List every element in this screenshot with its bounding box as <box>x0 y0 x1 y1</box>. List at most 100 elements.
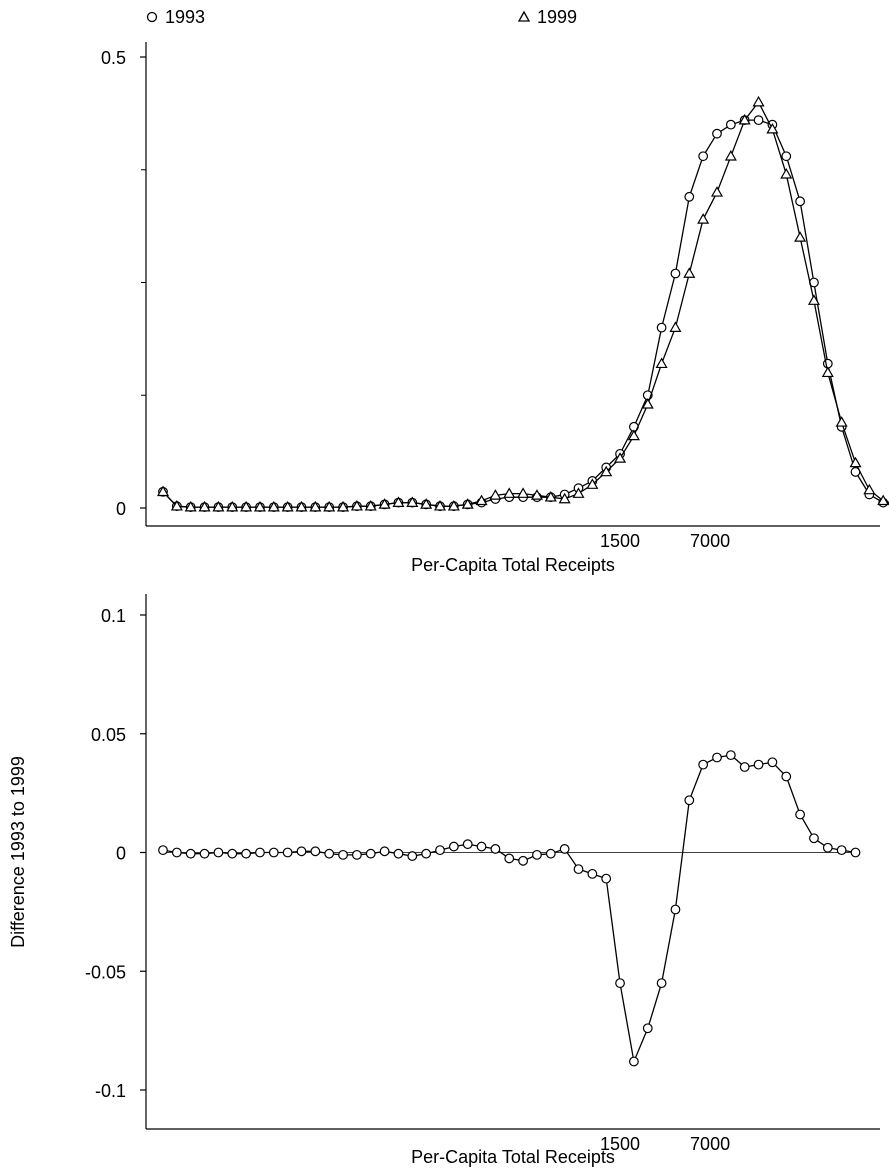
density-series-1993-line <box>162 119 889 508</box>
difference-series-difference-point <box>767 757 778 768</box>
difference-series-difference-point <box>352 849 362 860</box>
difference-series-difference-point <box>518 855 528 866</box>
difference-series-difference-point <box>255 847 265 858</box>
difference-series-difference-point <box>158 845 168 856</box>
density-series-1999-point <box>530 489 543 500</box>
density-panel: 0.50 1500 7000 Per-Capita Total Receipts <box>101 42 889 575</box>
difference-series-difference-point <box>573 864 584 875</box>
density-series-1999-point <box>392 496 405 507</box>
difference-series-difference-point <box>545 848 556 859</box>
density-series-1999-point <box>350 499 363 511</box>
density-x-tick-label: 7000 <box>690 531 730 551</box>
density-series-1993-point <box>753 115 764 126</box>
difference-series-difference-point <box>601 873 612 884</box>
density-series-1999-point <box>489 489 502 500</box>
density-series-1993-point <box>725 119 736 130</box>
density-series-1999-point <box>420 498 433 509</box>
difference-x-tick-label: 1500 <box>600 1134 640 1154</box>
legend-1993-label: 1993 <box>165 7 205 27</box>
difference-series-difference-point <box>712 752 722 763</box>
difference-x-label: Per-Capita Total Receipts <box>411 1147 615 1167</box>
difference-series-difference-point <box>559 844 570 854</box>
difference-series-difference-point <box>324 848 335 859</box>
density-series-1999-point <box>281 500 294 512</box>
difference-y-ticks: 0.1 0.05 0 -0.05 -0.1 <box>85 606 146 1101</box>
difference-series-difference-point <box>629 1056 639 1067</box>
density-series-1993-point <box>670 268 681 279</box>
density-series-1999-point <box>253 500 266 512</box>
density-series-1999-point <box>433 499 447 511</box>
density-series-1999-point <box>600 465 613 477</box>
difference-series-difference-point <box>171 847 182 858</box>
difference-series-difference-point <box>462 839 473 850</box>
density-series-1999-point <box>295 500 308 512</box>
density-series-1999-point <box>503 487 516 498</box>
density-series-1999-point <box>724 150 737 161</box>
density-series-1999-point <box>835 416 848 427</box>
difference-series-difference-point <box>310 846 321 857</box>
difference-x-tick-label: 7000 <box>690 1134 730 1154</box>
difference-series-difference-point <box>698 759 709 770</box>
difference-series-difference-point <box>365 848 376 859</box>
difference-series-difference-point <box>739 762 750 772</box>
difference-panel: 0.1 0.05 0 -0.05 -0.1 1500 7000 Per-Capita To… <box>8 594 880 1167</box>
density-series-1999-point <box>586 478 599 489</box>
density-x-label: Per-Capita Total Receipts <box>411 555 615 575</box>
legend-1999-label: 1999 <box>537 7 577 27</box>
density-series-1999-point <box>821 366 834 378</box>
difference-series-difference-point <box>448 841 459 852</box>
density-series-1999-point <box>517 487 530 498</box>
difference-series-difference-point <box>338 849 348 860</box>
density-series-1999-point <box>614 452 627 463</box>
density-series-1999-point <box>627 429 640 441</box>
difference-series-difference-point <box>185 848 196 859</box>
density-series-1999-point <box>877 494 889 506</box>
density-series-1999-point <box>669 321 682 332</box>
difference-series-difference-point <box>642 1023 653 1034</box>
difference-series-difference-point <box>795 809 805 820</box>
density-series-1999-point <box>184 500 197 512</box>
difference-series-difference-point <box>282 847 293 858</box>
density-series-1999-point <box>309 500 322 512</box>
density-series-1999-point <box>849 456 862 468</box>
density-y-tick-label: 0 <box>116 499 126 519</box>
difference-y-tick-label: -0.1 <box>95 1081 126 1101</box>
density-series-1993-point <box>698 151 709 162</box>
difference-series-difference-point <box>504 853 515 864</box>
density-series-1999-point <box>475 494 488 506</box>
density-series-1999-point <box>447 499 460 511</box>
density-series-1999-point <box>212 500 225 512</box>
difference-series-difference-point <box>809 833 819 844</box>
density-series-1999-point <box>683 267 696 278</box>
density-series-1999-point <box>641 398 654 409</box>
density-series-1999-point <box>267 500 280 512</box>
density-series-1993-point <box>781 151 792 162</box>
density-series-1999-point <box>406 496 419 507</box>
density-series-1999-point <box>170 499 183 511</box>
difference-series-difference-point <box>213 847 224 858</box>
density-series-1999-point <box>461 498 474 509</box>
density-series-1999-point <box>226 500 239 512</box>
difference-series-difference-point <box>407 851 418 861</box>
density-series-1999-point <box>364 499 377 511</box>
density-series-1999-point <box>807 294 820 305</box>
difference-series-difference-point <box>476 841 487 852</box>
difference-y-tick-label: 0.1 <box>101 606 126 626</box>
difference-series-difference-point <box>615 978 625 989</box>
difference-series-difference-point <box>822 842 833 853</box>
difference-series-difference-point <box>296 846 307 857</box>
density-series-1999-point <box>558 492 571 504</box>
density-series-1999-point <box>198 500 211 512</box>
density-series-1999-point <box>240 500 253 512</box>
density-series-1999-point <box>780 168 793 179</box>
difference-series-difference-point <box>268 847 279 858</box>
density-series-1999-point <box>544 490 557 502</box>
difference-series-difference-point <box>656 978 667 989</box>
difference-series-difference-point <box>421 848 432 859</box>
density-series-1993-point <box>684 191 695 202</box>
density-series-1999-point <box>710 186 724 197</box>
density-x-ticks: 1500 7000 <box>600 531 730 551</box>
density-series-1999-point <box>738 113 751 125</box>
difference-series-difference-point <box>393 848 404 859</box>
